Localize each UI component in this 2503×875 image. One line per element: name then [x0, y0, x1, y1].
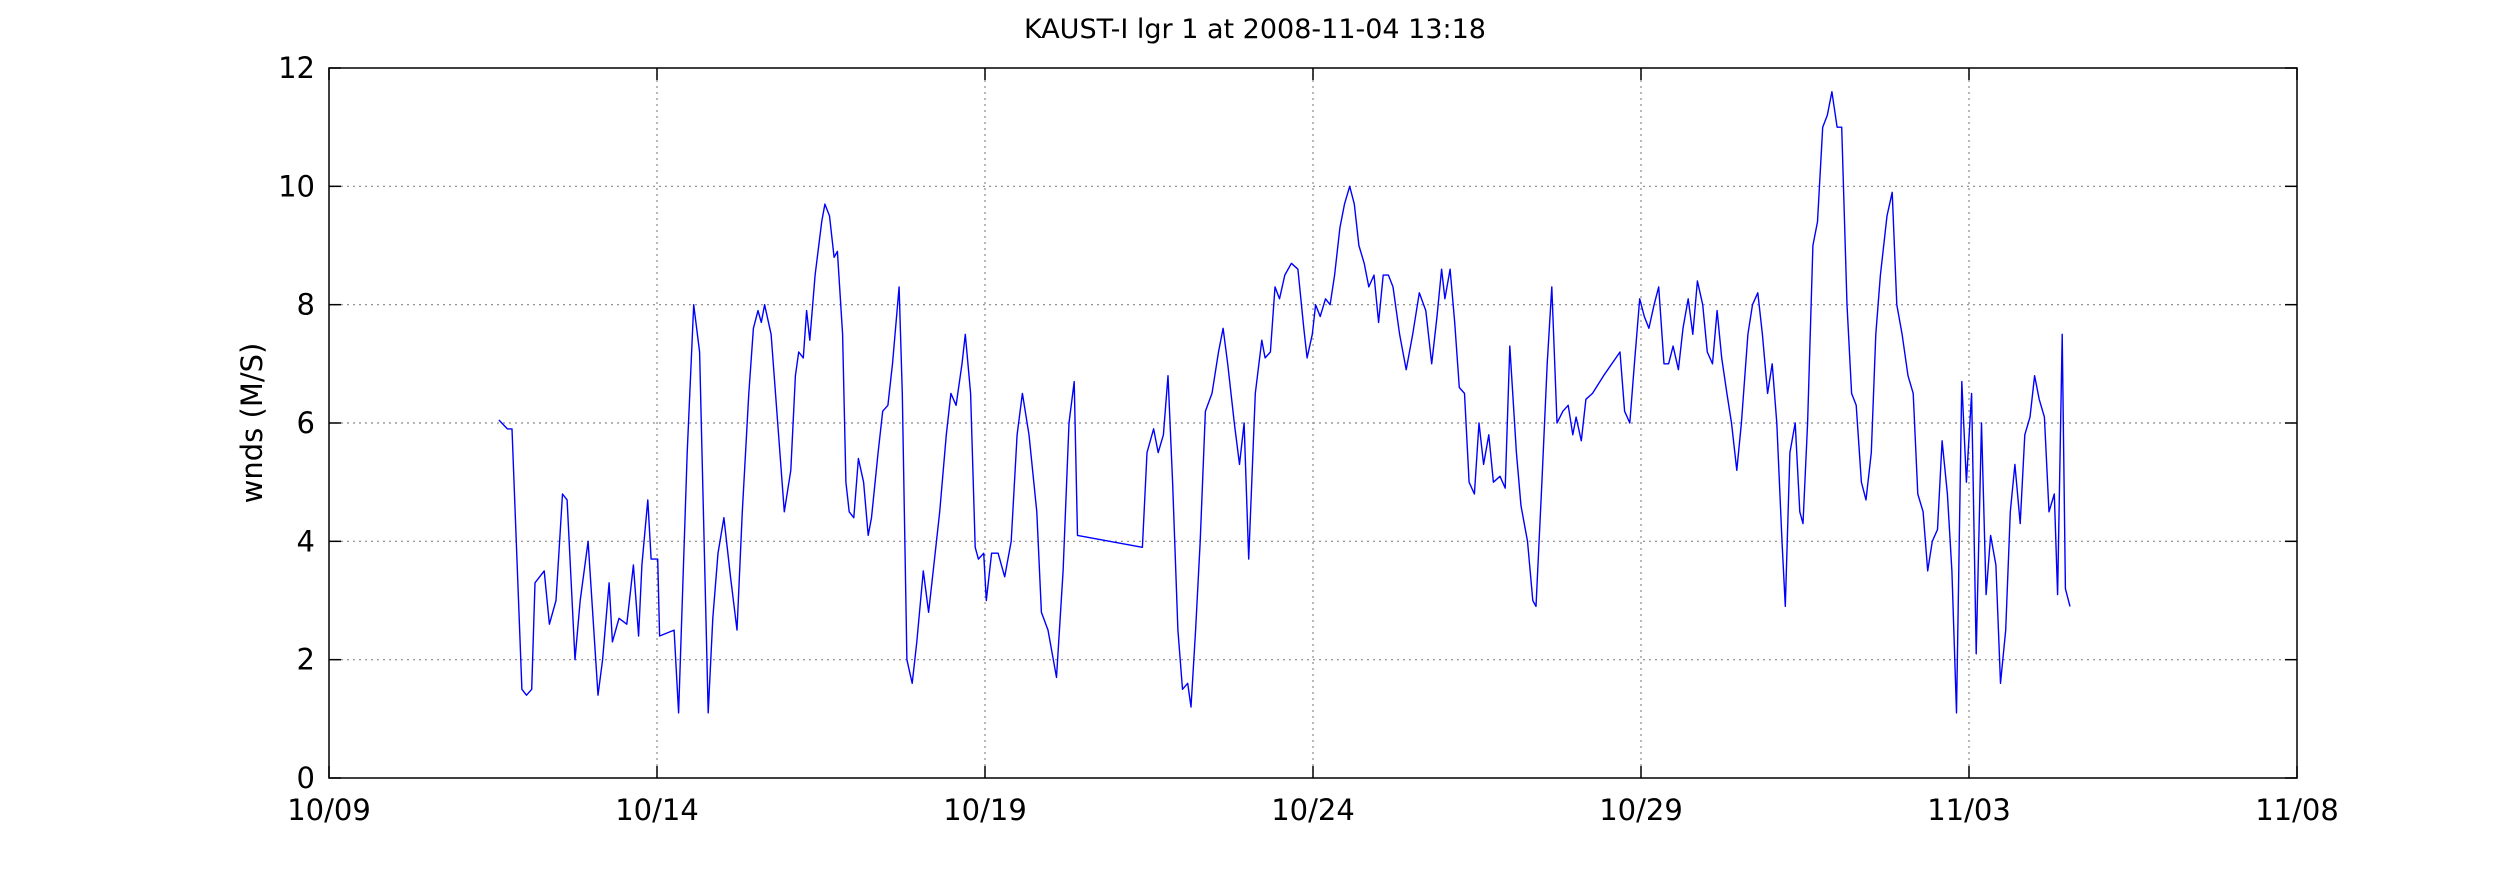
y-tick-label: 10	[278, 169, 315, 203]
grid-lines	[329, 68, 2297, 778]
axis-ticks	[328, 67, 2298, 779]
chart-title: KAUST-I lgr 1 at 2008-11-04 13:18	[1024, 14, 1486, 45]
x-tick-label: 10/24	[1271, 793, 1355, 827]
y-tick-label: 6	[297, 406, 315, 440]
x-tick-label: 10/14	[615, 793, 699, 827]
x-tick-label: 10/29	[1599, 793, 1683, 827]
x-tick-label: 10/09	[287, 793, 371, 827]
series-line-wnds	[498, 90, 2071, 714]
x-tick-label: 11/08	[2255, 793, 2339, 827]
y-tick-label: 4	[297, 524, 315, 558]
tick-labels: 10/09 10/14 10/19 10/24 10/29 11/03 11/08 0 2 4 6 8…	[278, 51, 2339, 827]
y-tick-label: 8	[297, 288, 315, 322]
y-tick-label: 12	[278, 51, 315, 85]
x-tick-label: 10/19	[943, 793, 1027, 827]
y-axis-label: wnds (M/S)	[235, 343, 269, 504]
y-tick-label: 0	[297, 761, 315, 795]
y-tick-label: 2	[297, 643, 315, 677]
series-layer	[498, 90, 2071, 714]
x-tick-label: 11/03	[1927, 793, 2011, 827]
